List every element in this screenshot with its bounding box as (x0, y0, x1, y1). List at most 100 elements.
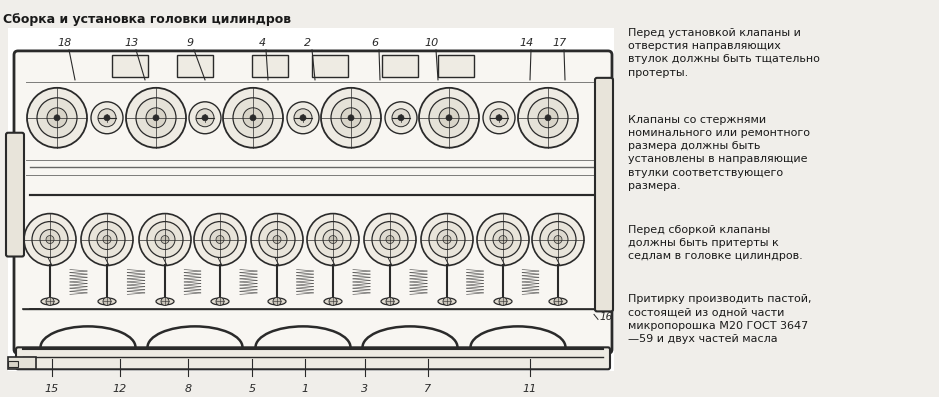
Circle shape (532, 214, 584, 266)
Text: 10: 10 (424, 38, 439, 48)
Text: 1: 1 (301, 384, 309, 394)
Circle shape (32, 222, 68, 258)
FancyBboxPatch shape (595, 78, 613, 311)
Circle shape (398, 115, 404, 121)
Text: 14: 14 (520, 38, 534, 48)
Circle shape (348, 115, 354, 121)
Circle shape (307, 214, 359, 266)
Circle shape (545, 115, 551, 121)
Circle shape (98, 109, 116, 127)
Text: 7: 7 (424, 384, 432, 394)
Circle shape (331, 98, 371, 138)
Circle shape (483, 102, 515, 134)
Circle shape (103, 235, 111, 243)
Circle shape (37, 98, 77, 138)
Text: 9: 9 (187, 38, 193, 48)
Bar (438, 55, 474, 77)
Text: 18: 18 (58, 38, 72, 48)
Text: 16: 16 (600, 312, 613, 322)
Ellipse shape (268, 298, 286, 305)
Circle shape (161, 235, 169, 243)
Circle shape (496, 115, 502, 121)
Circle shape (250, 115, 256, 121)
Circle shape (341, 108, 361, 128)
Circle shape (97, 229, 117, 250)
Ellipse shape (98, 298, 116, 305)
Circle shape (54, 115, 60, 121)
Text: 3: 3 (362, 384, 369, 394)
Circle shape (259, 222, 295, 258)
Ellipse shape (41, 298, 59, 305)
Circle shape (243, 108, 263, 128)
Circle shape (155, 229, 175, 250)
Circle shape (196, 109, 214, 127)
Circle shape (24, 214, 76, 266)
Circle shape (364, 214, 416, 266)
Circle shape (554, 235, 562, 243)
Circle shape (210, 229, 230, 250)
Text: Клапаны со стержнями
номинального или ремонтного
размера должны быть
установлены: Клапаны со стержнями номинального или ре… (628, 115, 810, 191)
Bar (8, 361, 18, 367)
Circle shape (429, 222, 465, 258)
Text: 4: 4 (258, 38, 266, 48)
Circle shape (40, 229, 60, 250)
Circle shape (421, 214, 473, 266)
Circle shape (490, 109, 508, 127)
Text: 5: 5 (249, 384, 255, 394)
Circle shape (493, 229, 513, 250)
FancyBboxPatch shape (14, 51, 612, 353)
Ellipse shape (438, 298, 456, 305)
Circle shape (216, 235, 224, 243)
Circle shape (499, 235, 507, 243)
Circle shape (91, 102, 123, 134)
Circle shape (223, 88, 283, 148)
Circle shape (386, 235, 394, 243)
Circle shape (443, 297, 451, 305)
Circle shape (477, 214, 529, 266)
Text: 12: 12 (113, 384, 127, 394)
Circle shape (518, 88, 578, 148)
Circle shape (323, 229, 343, 250)
Text: 6: 6 (372, 38, 378, 48)
Circle shape (294, 109, 312, 127)
FancyBboxPatch shape (6, 133, 24, 256)
Ellipse shape (324, 298, 342, 305)
Circle shape (380, 229, 400, 250)
Circle shape (554, 297, 562, 305)
Circle shape (147, 222, 183, 258)
Text: Перед установкой клапаны и
отверстия направляющих
втулок должны быть тщательно
п: Перед установкой клапаны и отверстия нап… (628, 28, 820, 77)
Circle shape (139, 214, 191, 266)
Circle shape (194, 214, 246, 266)
Circle shape (392, 109, 410, 127)
Bar (382, 55, 418, 77)
Circle shape (437, 229, 457, 250)
Ellipse shape (211, 298, 229, 305)
Circle shape (446, 115, 452, 121)
Circle shape (89, 222, 125, 258)
Bar (177, 55, 213, 77)
Circle shape (329, 235, 337, 243)
Circle shape (47, 108, 67, 128)
Text: 11: 11 (523, 384, 537, 394)
Circle shape (126, 88, 186, 148)
Circle shape (267, 229, 287, 250)
Bar (252, 55, 288, 77)
Circle shape (540, 222, 576, 258)
Circle shape (251, 214, 303, 266)
Circle shape (146, 108, 166, 128)
Circle shape (385, 102, 417, 134)
Circle shape (233, 98, 273, 138)
Circle shape (300, 115, 306, 121)
Circle shape (202, 115, 208, 121)
Circle shape (499, 297, 507, 305)
Ellipse shape (494, 298, 512, 305)
Circle shape (103, 297, 111, 305)
Circle shape (136, 98, 176, 138)
Circle shape (273, 297, 281, 305)
Text: Притирку производить пастой,
состоящей из одной части
микропорошка М20 ГОСТ 3647: Притирку производить пастой, состоящей и… (628, 295, 811, 344)
Circle shape (429, 98, 469, 138)
Circle shape (443, 235, 451, 243)
Circle shape (329, 297, 337, 305)
Circle shape (485, 222, 521, 258)
Circle shape (27, 88, 87, 148)
